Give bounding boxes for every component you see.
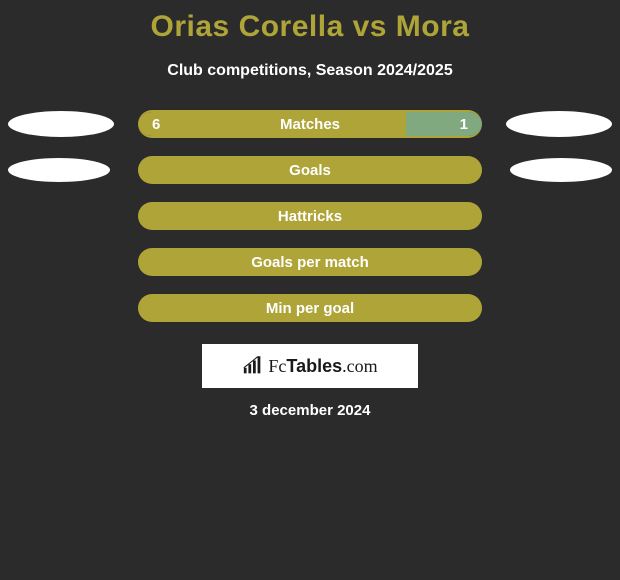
bar-track: 6 1 Matches <box>138 110 482 138</box>
bar-row: Hattricks <box>0 202 620 230</box>
right-player-oval <box>510 158 612 182</box>
comparison-infographic: Orias Corella vs Mora Club competitions,… <box>0 0 620 580</box>
bar-label: Min per goal <box>266 300 354 317</box>
bar-row: Min per goal <box>0 294 620 322</box>
bar-row: Goals per match <box>0 248 620 276</box>
logo-text: FcTables.com <box>268 356 377 377</box>
bar-track: Goals <box>138 156 482 184</box>
bar-track: Goals per match <box>138 248 482 276</box>
left-player-oval <box>8 111 114 137</box>
logo-bold: Tables <box>286 356 342 376</box>
bar-fill-right <box>406 112 482 136</box>
bar-fill-left <box>138 112 406 136</box>
bar-track: Min per goal <box>138 294 482 322</box>
logo-suffix: .com <box>342 356 378 376</box>
bars-icon <box>242 355 264 377</box>
bar-right-value: 1 <box>460 116 468 133</box>
left-player-oval <box>8 158 110 182</box>
bar-rows: 6 1 Matches Goals Hattricks Goals per match Mi… <box>0 110 620 322</box>
bar-row: Goals <box>0 156 620 184</box>
right-player-oval <box>506 111 612 137</box>
date-line: 3 december 2024 <box>0 402 620 419</box>
bar-label: Matches <box>280 116 340 133</box>
bar-label: Hattricks <box>278 208 342 225</box>
bar-row: 6 1 Matches <box>0 110 620 138</box>
page-title: Orias Corella vs Mora <box>0 0 620 44</box>
subtitle: Club competitions, Season 2024/2025 <box>0 62 620 80</box>
bar-label: Goals <box>289 162 331 179</box>
bar-label: Goals per match <box>251 254 369 271</box>
logo-box: FcTables.com <box>202 344 418 388</box>
logo-prefix: Fc <box>268 356 286 376</box>
bar-track: Hattricks <box>138 202 482 230</box>
bar-left-value: 6 <box>152 116 160 133</box>
